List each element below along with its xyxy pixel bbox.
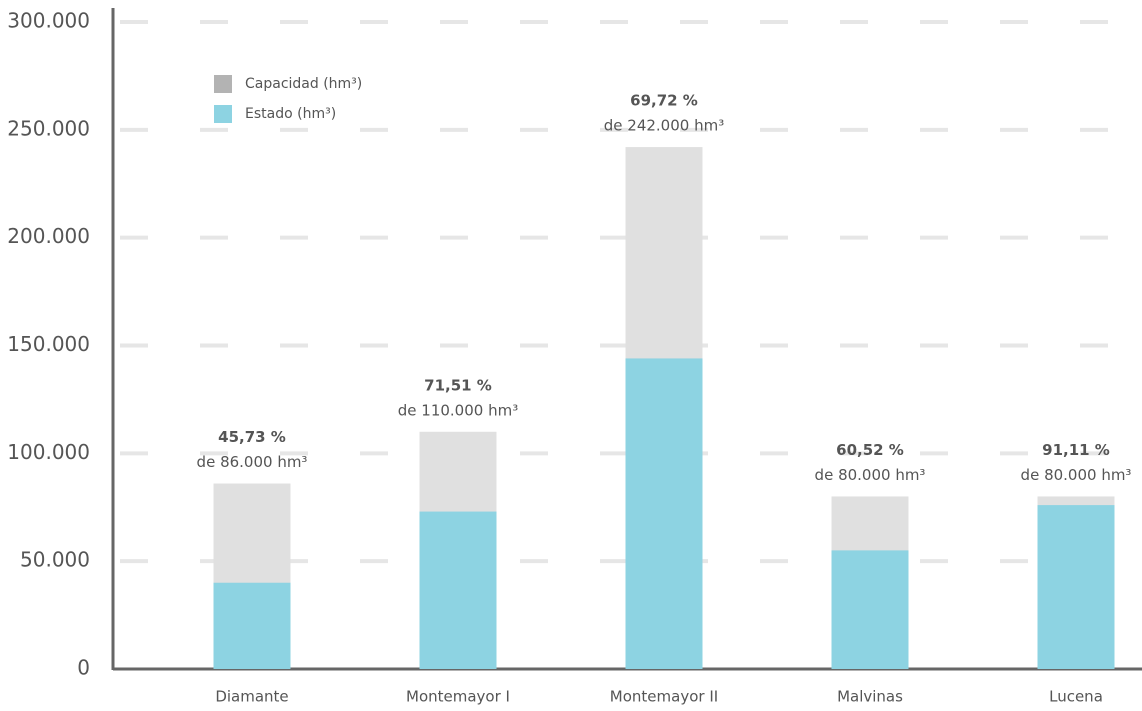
- legend-label: Capacidad (hm³): [245, 76, 362, 92]
- x-tick-label: Montemayor I: [406, 688, 510, 706]
- bar: [213, 582, 291, 669]
- percent-label: 71,51 %: [424, 376, 492, 394]
- y-tick-label: 300.000: [7, 9, 90, 33]
- y-tick-label: 250.000: [7, 116, 90, 140]
- legend-swatch: [214, 75, 232, 93]
- y-tick-label: 0: [77, 656, 90, 680]
- x-tick-label: Malvinas: [837, 688, 903, 706]
- percent-label: 45,73 %: [218, 428, 286, 446]
- percent-label: 69,72 %: [630, 92, 698, 110]
- value-label: de 110.000 hm³: [398, 401, 518, 419]
- value-label: de 80.000 hm³: [815, 466, 926, 484]
- bar: [831, 550, 909, 669]
- y-tick-label: 200.000: [7, 224, 90, 248]
- percent-label: 60,52 %: [836, 441, 904, 459]
- x-tick-label: Montemayor II: [610, 688, 718, 706]
- value-label: de 242.000 hm³: [604, 117, 724, 135]
- legend-swatch: [214, 105, 232, 123]
- bar: [625, 358, 703, 669]
- y-tick-label: 50.000: [20, 548, 90, 572]
- value-label: de 86.000 hm³: [197, 453, 308, 471]
- bar: [419, 511, 497, 669]
- value-label: de 80.000 hm³: [1021, 466, 1132, 484]
- percent-label: 91,11 %: [1042, 441, 1110, 459]
- legend-label: Estado (hm³): [245, 106, 336, 122]
- y-tick-label: 100.000: [7, 440, 90, 464]
- x-tick-label: Diamante: [215, 688, 288, 706]
- bar: [1037, 505, 1115, 669]
- x-tick-label: Lucena: [1049, 688, 1103, 706]
- y-tick-label: 150.000: [7, 332, 90, 356]
